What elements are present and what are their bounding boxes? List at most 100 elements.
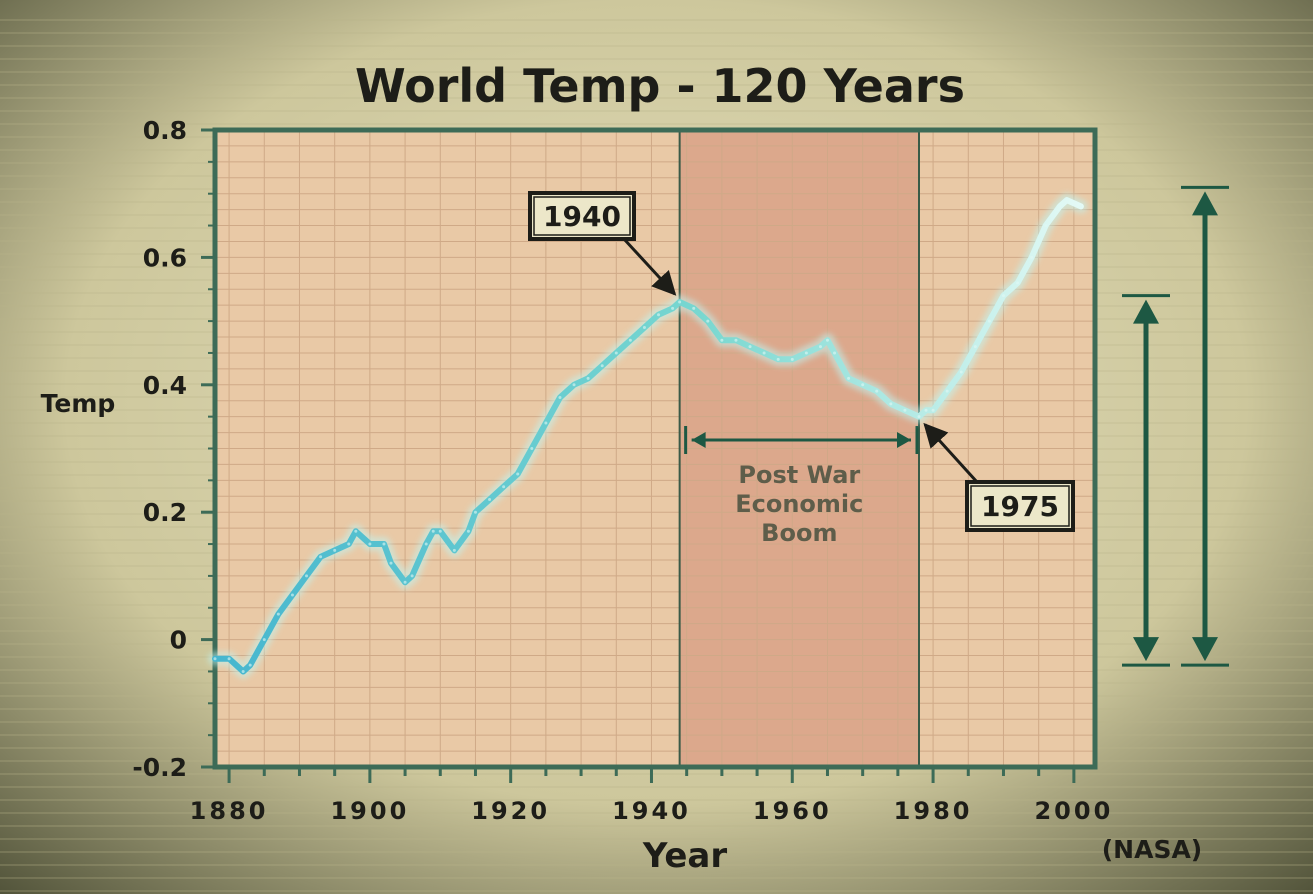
chart-title: World Temp - 120 Years: [355, 59, 965, 113]
boom-span-left-arrow-icon: [691, 432, 706, 448]
callout-box: [528, 191, 636, 241]
plot-grid: [215, 129, 1095, 768]
data-point: [466, 529, 470, 533]
data-point: [642, 325, 646, 329]
arrow-down-icon: [1192, 637, 1218, 662]
data-point: [804, 351, 808, 355]
callout-label: 1975: [981, 490, 1059, 523]
data-point: [516, 472, 520, 476]
x-tick-label: 1940: [612, 797, 691, 825]
data-point: [748, 345, 752, 349]
data-point: [347, 542, 351, 546]
data-point: [1065, 198, 1069, 202]
data-point: [1058, 204, 1062, 208]
data-point: [262, 638, 266, 642]
data-point: [818, 345, 822, 349]
data-point: [410, 574, 414, 578]
data-point: [776, 357, 780, 361]
y-axis-label: Temp: [41, 389, 116, 418]
data-point: [403, 580, 407, 584]
data-point: [544, 421, 548, 425]
callout-box-inner: [533, 196, 631, 236]
data-point: [825, 338, 829, 342]
source-label: (NASA): [1102, 835, 1202, 864]
data-point: [1001, 294, 1005, 298]
data-point: [305, 574, 309, 578]
data-point: [276, 612, 280, 616]
data-point: [987, 319, 991, 323]
data-point: [558, 396, 562, 400]
data-point: [692, 306, 696, 310]
data-point: [1030, 255, 1034, 259]
data-point: [706, 319, 710, 323]
data-point: [734, 338, 738, 342]
y-tick-label: 0.4: [143, 371, 187, 400]
data-point: [290, 593, 294, 597]
data-point: [452, 548, 456, 552]
data-point: [424, 542, 428, 546]
callout-box-inner: [970, 485, 1070, 527]
data-point: [368, 542, 372, 546]
range-arrows: [1122, 185, 1229, 667]
callout-box: [965, 480, 1075, 532]
data-point: [586, 376, 590, 380]
y-axis-ticks: -0.2 0 0.2 0.4 0.6 0.8: [132, 116, 215, 782]
x-tick-label: 1960: [753, 797, 832, 825]
data-point: [833, 351, 837, 355]
data-point: [903, 408, 907, 412]
data-point: [227, 657, 231, 661]
data-point: [1044, 224, 1048, 228]
data-point: [628, 338, 632, 342]
boom-label-line: Post War: [738, 461, 860, 489]
data-point: [889, 402, 893, 406]
x-axis-ticks: 1880 1900 1920 1940 1960 1980 2000: [190, 767, 1110, 825]
boom-span-right-arrow-icon: [897, 432, 911, 448]
data-point: [720, 338, 724, 342]
data-point: [847, 376, 851, 380]
data-point: [614, 351, 618, 355]
data-point: [213, 657, 217, 661]
data-point: [945, 389, 949, 393]
data-point: [931, 408, 935, 412]
boom-label-line: Economic: [735, 490, 863, 518]
data-point: [382, 542, 386, 546]
data-point: [572, 383, 576, 387]
data-point: [762, 351, 766, 355]
data-point: [924, 408, 928, 412]
data-point: [671, 306, 675, 310]
data-point: [438, 529, 442, 533]
arrow-up-icon: [1192, 191, 1218, 216]
boom-label-line: Boom: [761, 519, 837, 547]
x-axis-label: Year: [642, 836, 728, 876]
data-point: [473, 510, 477, 514]
y-tick-label: 0: [170, 626, 187, 655]
data-point: [319, 555, 323, 559]
y-tick-label: 0.2: [143, 498, 187, 527]
data-point: [973, 345, 977, 349]
data-point: [959, 370, 963, 374]
y-tick-label: 0.8: [143, 116, 187, 145]
x-tick-label: 1880: [190, 797, 269, 825]
data-point: [917, 415, 921, 419]
data-points: [213, 198, 1083, 673]
arrow-up-icon: [1133, 299, 1159, 324]
data-point: [389, 561, 393, 565]
y-tick-label: -0.2: [132, 753, 187, 782]
data-point: [861, 383, 865, 387]
x-tick-label: 1900: [330, 797, 409, 825]
data-point: [600, 364, 604, 368]
arrow-down-icon: [1133, 637, 1159, 662]
data-point: [790, 357, 794, 361]
data-point: [354, 529, 358, 533]
data-point: [431, 529, 435, 533]
x-tick-label: 1920: [471, 797, 550, 825]
data-point: [333, 548, 337, 552]
data-point: [875, 389, 879, 393]
data-point: [1016, 281, 1020, 285]
callout-arrow: [923, 422, 979, 484]
data-point: [241, 669, 245, 673]
data-point: [530, 447, 534, 450]
data-point: [248, 663, 252, 667]
callout-arrow: [622, 237, 677, 296]
